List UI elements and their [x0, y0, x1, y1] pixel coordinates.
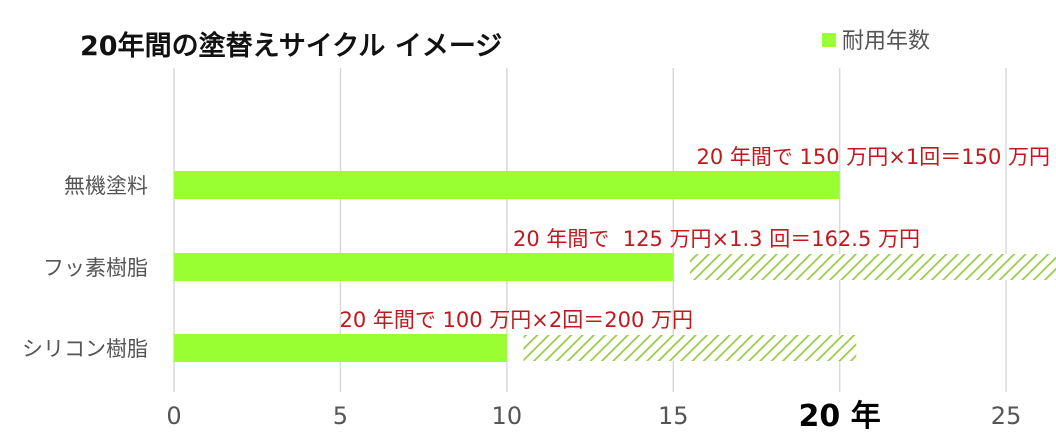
category-label: シリコン樹脂	[22, 337, 148, 361]
x-tick-label: 25	[991, 402, 1022, 430]
legend-swatch	[822, 33, 836, 47]
legend-label: 耐用年数	[842, 29, 930, 54]
bars	[174, 171, 1056, 362]
annotation-text: 20 年間で 125 万円×1.3 回＝162.5 万円	[513, 227, 920, 251]
bar	[174, 334, 507, 362]
annotation-text: 20 年間で 100 万円×2回＝200 万円	[339, 308, 693, 332]
x-tick-label: 10	[492, 402, 523, 430]
chart-title: 20年間の塗替えサイクル イメージ	[80, 30, 502, 62]
annotation-text: 20 年間で 150 万円×1回＝150 万円	[696, 145, 1050, 169]
hatched-bar	[689, 254, 1056, 280]
bar	[174, 253, 674, 281]
highlight-tick-bg	[797, 396, 882, 432]
highlighted-tick-label: 20 年	[799, 399, 881, 432]
x-tick-label: 15	[658, 402, 689, 430]
category-label: 無機塗料	[64, 174, 148, 198]
hatched-bar	[523, 335, 857, 361]
category-label: フッ素樹脂	[43, 256, 148, 280]
bar	[174, 171, 840, 199]
x-tick-label: 5	[333, 402, 348, 430]
x-tick-label: 0	[166, 402, 181, 430]
